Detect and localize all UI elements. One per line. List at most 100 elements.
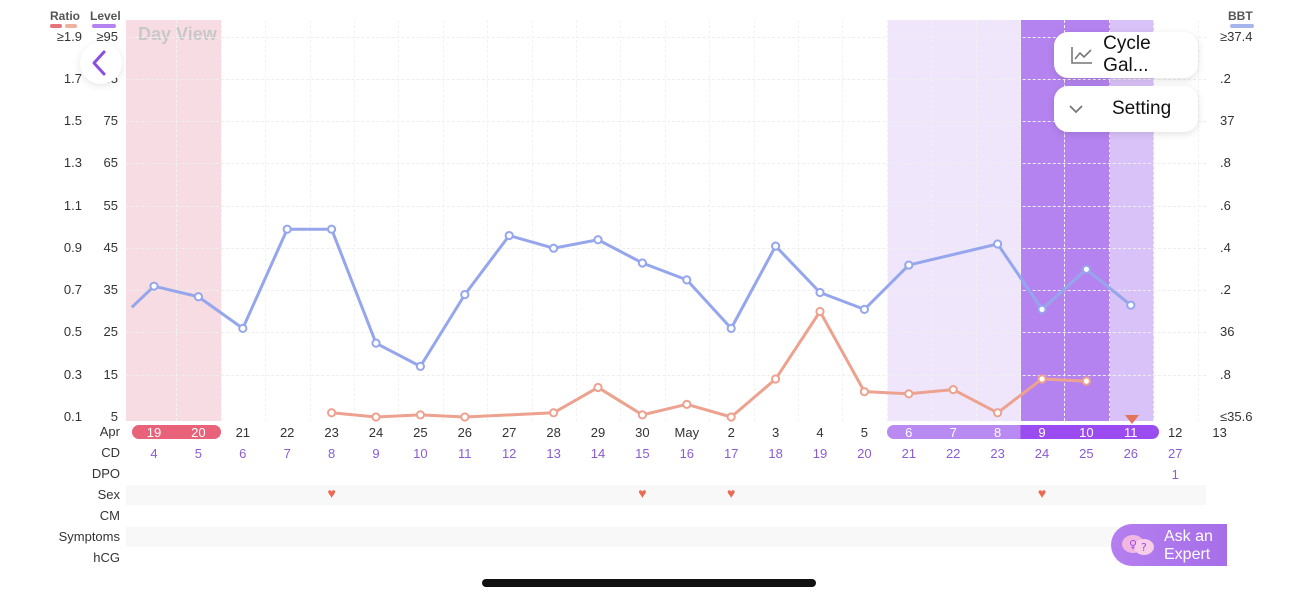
bbt-tick: .6 [1220, 198, 1231, 213]
level-point[interactable] [637, 410, 648, 420]
date-cell[interactable]: 4 [816, 425, 824, 440]
date-cell[interactable]: 10 [1079, 425, 1094, 440]
bbt-point[interactable] [504, 230, 514, 241]
level-point[interactable] [904, 389, 914, 399]
level-point[interactable] [726, 412, 736, 422]
bbt-point[interactable] [1126, 300, 1136, 310]
bbt-point[interactable] [593, 235, 603, 245]
ratio-tick: 0.3 [63, 367, 82, 382]
date-cell[interactable]: 26 [457, 425, 473, 440]
date-cell[interactable]: May [674, 425, 700, 440]
gridline-vertical [931, 20, 932, 421]
date-cell[interactable]: 28 [546, 425, 561, 440]
level-point[interactable] [371, 412, 381, 422]
bbt-point[interactable] [637, 258, 648, 268]
date-cell[interactable]: 5 [860, 425, 868, 440]
gridline [126, 332, 1206, 333]
gridline-vertical [1020, 20, 1021, 421]
date-cell[interactable]: 2 [727, 425, 735, 440]
bbt-point[interactable] [859, 304, 870, 314]
heart-icon[interactable]: ♥ [638, 485, 647, 501]
cycle-gallery-button[interactable]: Cycle Gal... [1054, 32, 1198, 78]
level-point[interactable] [859, 387, 870, 397]
cycle-day-cell: 27 [1167, 446, 1183, 461]
date-cell[interactable]: 20 [191, 425, 206, 440]
date-cell[interactable]: 21 [235, 425, 251, 440]
bbt-point[interactable] [282, 224, 292, 234]
level-point[interactable] [993, 408, 1003, 418]
date-cell[interactable]: 24 [368, 425, 384, 440]
bbt-point[interactable] [815, 287, 825, 298]
level-point[interactable] [593, 382, 603, 393]
gridline-vertical [265, 20, 266, 421]
level-point[interactable] [948, 384, 958, 395]
date-cell[interactable]: 9 [1038, 425, 1046, 440]
date-cell[interactable]: 3 [771, 425, 780, 440]
gridline-vertical [354, 20, 355, 421]
date-cell[interactable]: 19 [146, 425, 162, 440]
level-tick: ≥95 [96, 29, 118, 44]
bbt-point[interactable] [904, 260, 914, 270]
level-point[interactable] [771, 374, 781, 384]
bbt-tick: .2 [1220, 71, 1231, 86]
bbt-point[interactable] [238, 323, 248, 333]
date-cell[interactable]: 6 [905, 425, 913, 440]
bbt-header: BBT [1228, 9, 1253, 23]
level-point[interactable] [682, 399, 692, 409]
level-point[interactable] [1081, 376, 1092, 386]
bbt-point[interactable] [1037, 304, 1047, 314]
date-cell[interactable]: 13 [1212, 425, 1227, 440]
date-cell[interactable]: 23 [324, 425, 339, 440]
svg-text:?: ? [1141, 541, 1147, 554]
ratio-tick: 0.5 [63, 324, 82, 339]
row-label-hcg: hCG [93, 550, 120, 565]
ratio-tick: 1.1 [63, 198, 82, 213]
heart-icon[interactable]: ♥ [1037, 485, 1047, 501]
date-cell[interactable]: 11 [1124, 425, 1138, 440]
bbt-point[interactable] [327, 224, 337, 234]
bbt-point[interactable] [726, 323, 736, 333]
bbt-point[interactable] [993, 239, 1003, 249]
ratio-tick: 1.7 [63, 71, 82, 86]
level-point[interactable] [460, 412, 470, 422]
bbt-point[interactable] [682, 275, 692, 285]
cycle-day-cell: 14 [590, 446, 606, 461]
date-cell[interactable]: 27 [501, 425, 517, 440]
level-point[interactable] [1037, 374, 1047, 384]
level-point[interactable] [327, 408, 337, 418]
ask-expert-line2: Expert [1164, 546, 1211, 563]
back-button[interactable] [80, 42, 122, 84]
heart-icon[interactable]: ♥ [327, 485, 336, 501]
level-point[interactable] [815, 306, 825, 317]
cycle-day-cell: 8 [327, 446, 336, 461]
gridline [126, 248, 1206, 249]
ask-expert-button[interactable]: ♀ ? Ask an Expert [1111, 524, 1227, 566]
bbt-point[interactable] [460, 290, 470, 300]
bbt-point[interactable] [193, 292, 203, 302]
date-cell[interactable]: 29 [590, 425, 606, 440]
gridline-vertical [1109, 20, 1110, 421]
level-point[interactable] [549, 408, 559, 418]
bbt-point[interactable] [549, 243, 559, 253]
level-point[interactable] [415, 410, 425, 420]
date-cell[interactable]: 8 [993, 425, 1002, 440]
bbt-point[interactable] [415, 361, 425, 371]
bbt-point[interactable] [371, 338, 381, 348]
date-cell[interactable]: 12 [1167, 425, 1183, 440]
bbt-point[interactable] [149, 281, 159, 291]
gridline [126, 37, 1206, 38]
level-tick: 35 [103, 282, 118, 297]
cycle-day-cell: 15 [635, 446, 650, 461]
date-cell[interactable]: 7 [949, 425, 957, 440]
date-cell[interactable]: 22 [279, 425, 295, 440]
date-cell[interactable]: 30 [635, 425, 650, 440]
gridline-vertical [754, 20, 755, 421]
line-chart-icon [1071, 47, 1092, 64]
bbt-point[interactable] [1081, 264, 1092, 274]
ratio-tick: 1.5 [63, 113, 82, 128]
bbt-tick: .4 [1220, 240, 1231, 255]
setting-button[interactable]: Setting [1054, 86, 1198, 132]
heart-icon[interactable]: ♥ [727, 485, 736, 501]
date-cell[interactable]: 25 [413, 425, 428, 440]
bbt-point[interactable] [771, 241, 781, 251]
